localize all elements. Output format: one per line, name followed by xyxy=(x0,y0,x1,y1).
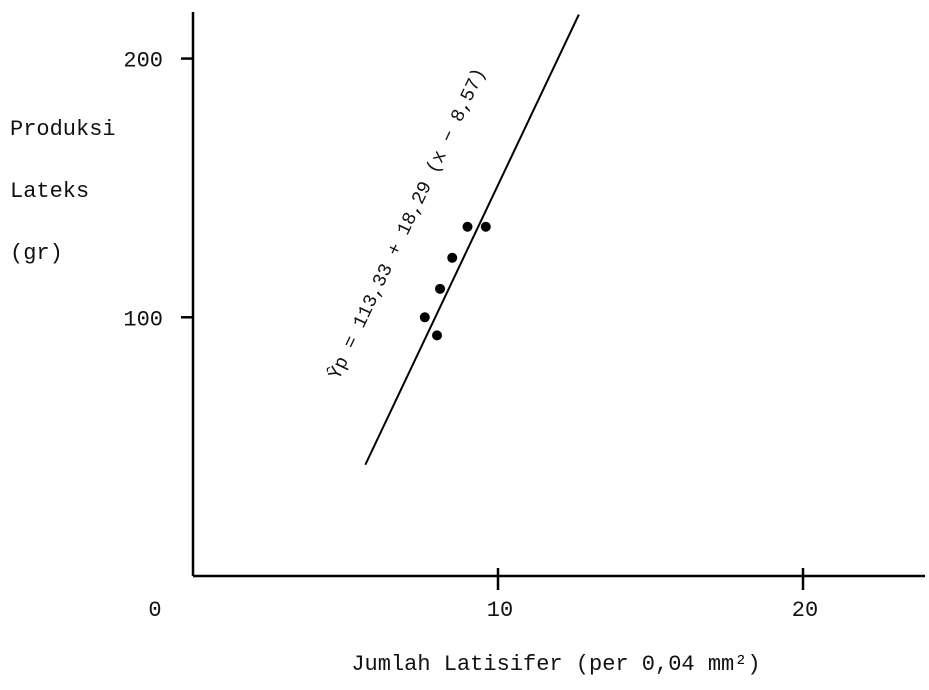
data-point xyxy=(462,221,473,232)
data-point xyxy=(435,283,446,294)
x-tick-label: 0 xyxy=(148,598,161,623)
data-point xyxy=(480,221,491,232)
data-point xyxy=(447,252,458,263)
x-tick-label: 20 xyxy=(792,598,818,623)
y-tick-label: 100 xyxy=(123,307,163,332)
y-axis-label-line: Produksi xyxy=(10,117,116,142)
x-tick-label: 10 xyxy=(487,598,513,623)
y-axis-label: Produksi Lateks (gr) xyxy=(10,117,116,266)
data-point xyxy=(432,330,442,341)
data-point xyxy=(419,312,430,323)
y-axis-label-line: (gr) xyxy=(10,241,63,266)
regression-line xyxy=(364,14,580,466)
x-axis-label: Jumlah Latisifer (per 0,04 mm²) xyxy=(351,652,760,677)
y-tick-label: 200 xyxy=(123,49,163,74)
y-axis-label-line: Lateks xyxy=(10,179,89,204)
